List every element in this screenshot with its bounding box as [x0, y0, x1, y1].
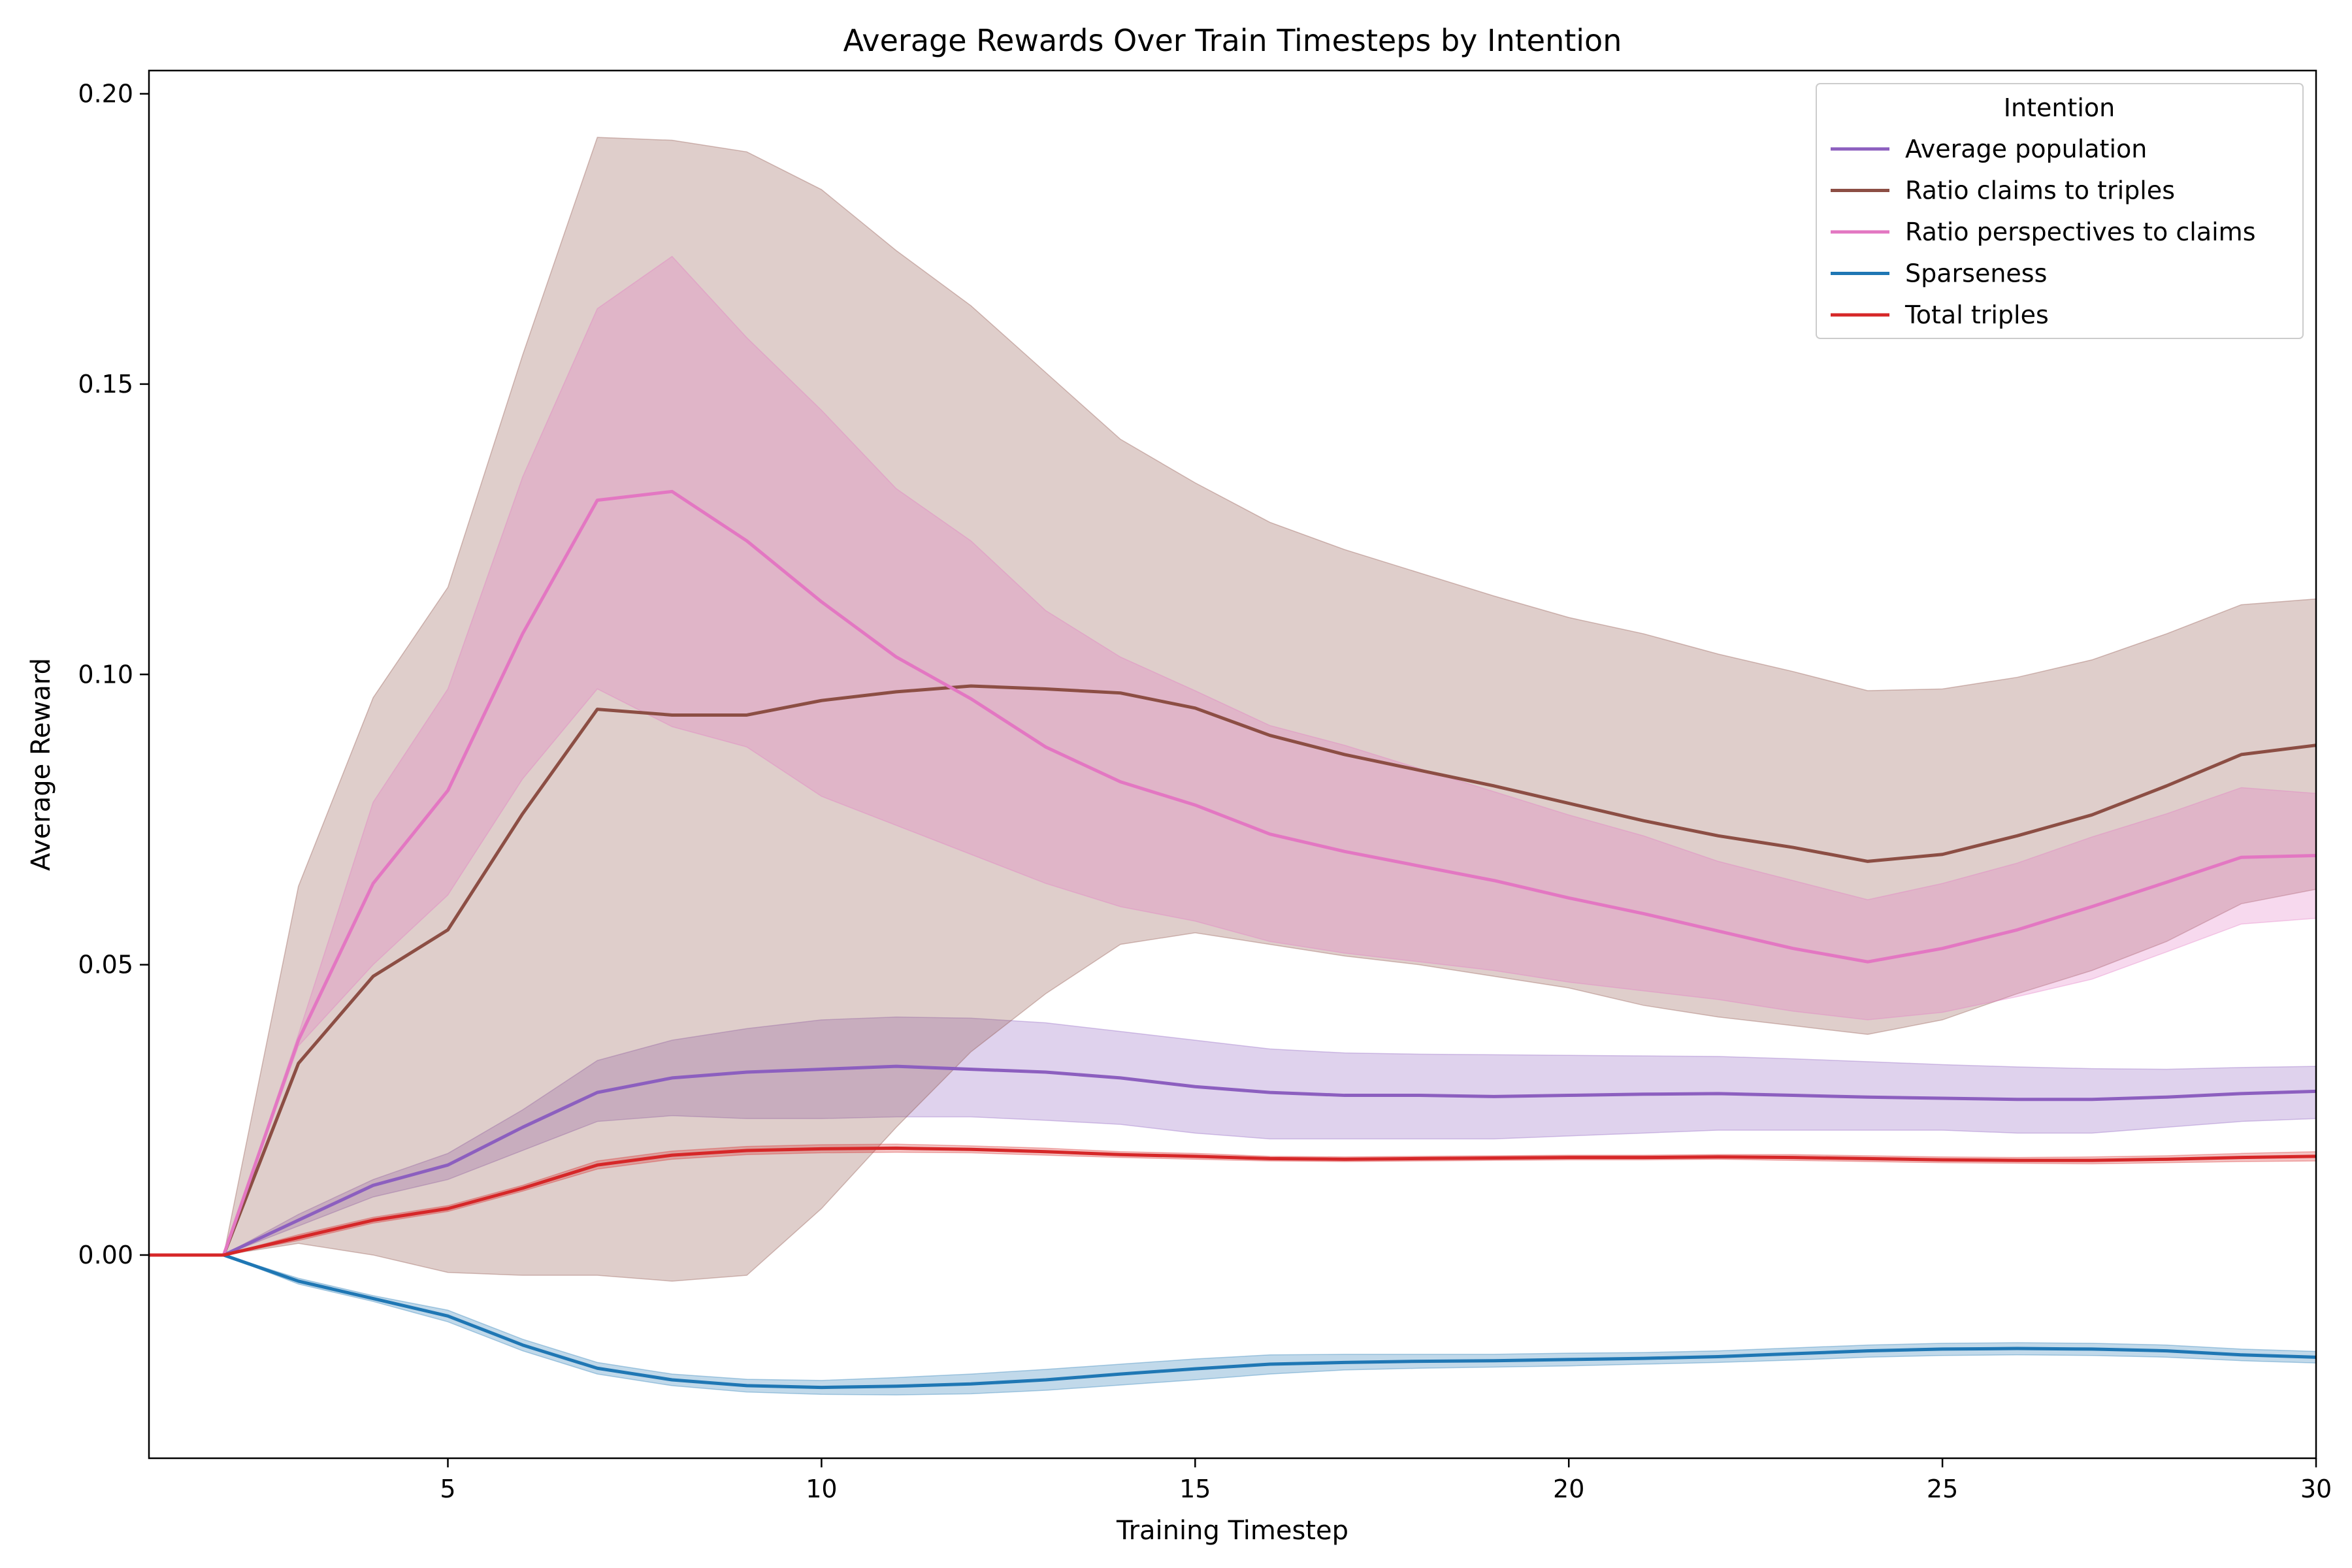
- x-axis-label: Training Timestep: [1116, 1516, 1348, 1546]
- x-tick-label: 20: [1553, 1475, 1584, 1503]
- legend: Intention Average population Ratio claims…: [1816, 83, 2304, 339]
- x-tick-label: 25: [1927, 1475, 1958, 1503]
- legend-label-ratio-claims-to-triples: Ratio claims to triples: [1905, 176, 2175, 205]
- line-sparseness: [149, 1253, 2317, 1390]
- x-axis-ticks: 5 10 15 20 25 30: [440, 1458, 2332, 1503]
- plot-frame: [148, 69, 2317, 1460]
- line-average-population: [149, 1064, 2317, 1257]
- y-tick-label: 0.20: [78, 80, 133, 108]
- legend-label-sparseness: Sparseness: [1905, 259, 2047, 288]
- x-tick-label: 15: [1179, 1475, 1211, 1503]
- y-axis-label: Average Reward: [26, 658, 56, 871]
- legend-label-total-triples: Total triples: [1904, 301, 2049, 329]
- y-tick-label: 0.05: [78, 951, 133, 979]
- line-total-triples: [149, 1146, 2317, 1257]
- legend-label-average-population: Average population: [1905, 135, 2147, 163]
- y-tick-label: 0.00: [78, 1241, 133, 1269]
- legend-box: [1816, 83, 2304, 339]
- series-lines: [149, 489, 2317, 1390]
- legend-items: Average population Ratio claims to triple…: [1831, 135, 2256, 329]
- line-ratio-perspectives-to-claims: [149, 489, 2317, 1257]
- legend-label-ratio-perspectives-to-claims: Ratio perspectives to claims: [1905, 218, 2256, 246]
- y-tick-label: 0.15: [78, 370, 133, 399]
- x-tick-label: 10: [806, 1475, 837, 1503]
- confidence-bands: [149, 137, 2317, 1396]
- x-tick-label: 30: [2300, 1475, 2332, 1503]
- chart-title: Average Rewards Over Train Timesteps by …: [843, 23, 1622, 58]
- x-tick-label: 5: [440, 1475, 455, 1503]
- line-ratio-claims-to-triples: [149, 684, 2317, 1257]
- legend-title: Intention: [2004, 93, 2115, 122]
- y-axis-ticks: 0.00 0.05 0.10 0.15 0.20: [78, 80, 149, 1269]
- y-tick-label: 0.10: [78, 660, 133, 689]
